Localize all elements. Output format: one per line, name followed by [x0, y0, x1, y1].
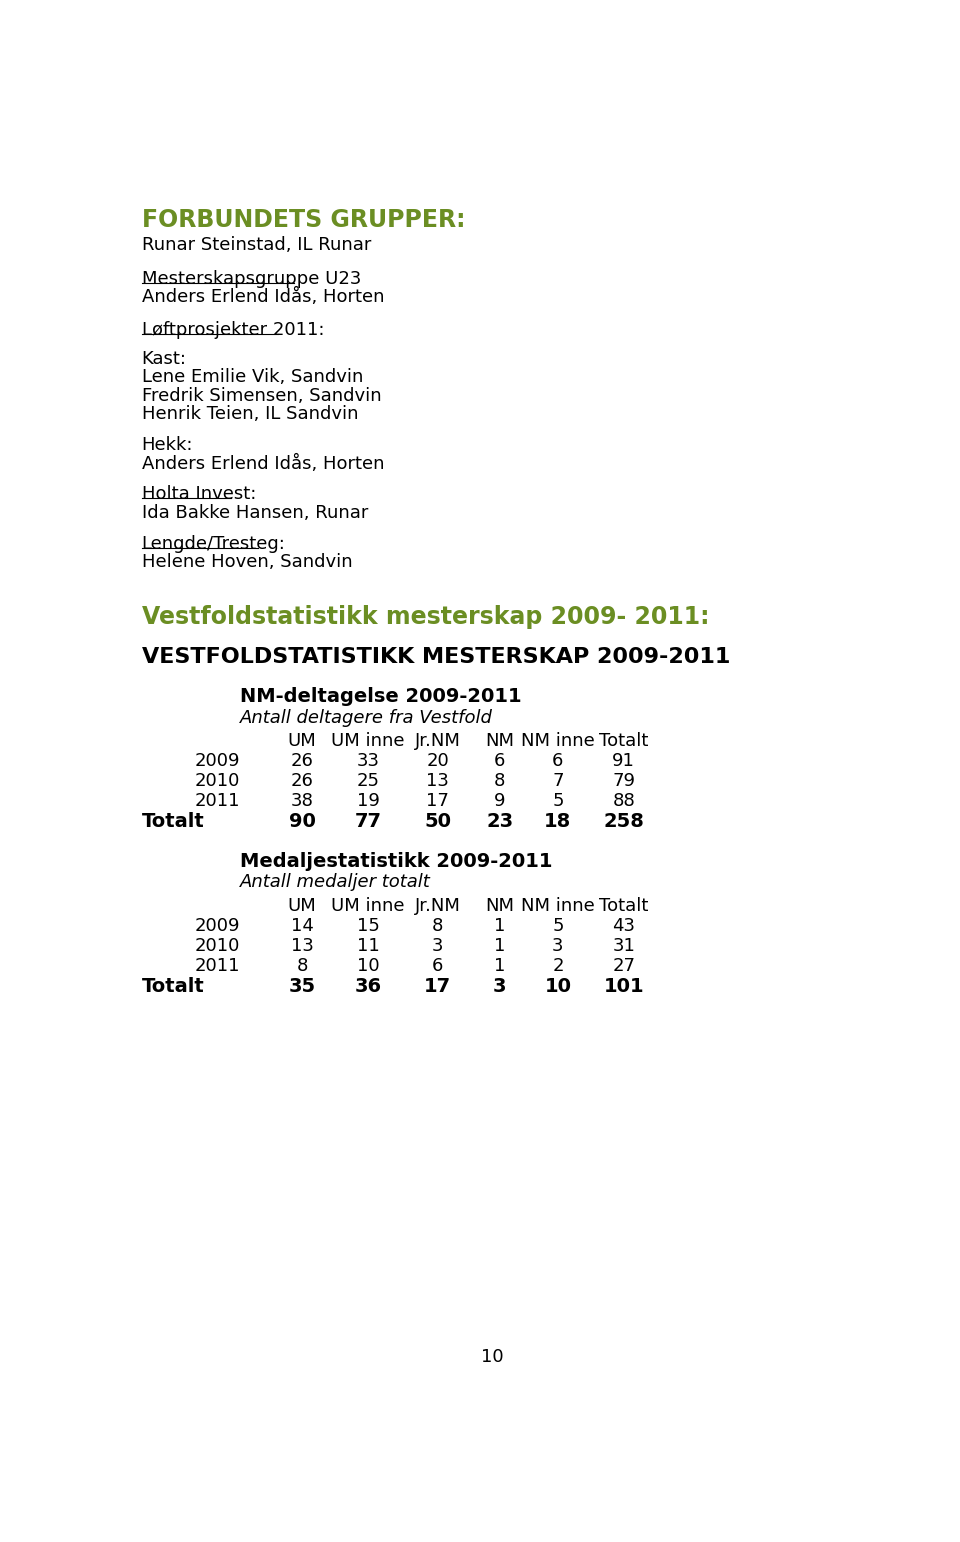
Text: 2010: 2010 [195, 773, 240, 790]
Text: NM-deltagelse 2009-2011: NM-deltagelse 2009-2011 [240, 688, 521, 706]
Text: 10: 10 [544, 976, 571, 996]
Text: 5: 5 [552, 791, 564, 810]
Text: FORBUNDETS GRUPPER:: FORBUNDETS GRUPPER: [142, 208, 466, 233]
Text: 8: 8 [494, 773, 505, 790]
Text: Jr.NM: Jr.NM [415, 896, 461, 914]
Text: 13: 13 [291, 936, 314, 954]
Text: 14: 14 [291, 916, 314, 934]
Text: UM inne: UM inne [331, 896, 405, 914]
Text: VESTFOLDSTATISTIKK MESTERSKAP 2009-2011: VESTFOLDSTATISTIKK MESTERSKAP 2009-2011 [142, 648, 730, 668]
Text: NM inne: NM inne [521, 732, 595, 749]
Text: Holta Invest:: Holta Invest: [142, 486, 256, 503]
Text: 88: 88 [612, 791, 636, 810]
Text: 31: 31 [612, 936, 636, 954]
Text: 20: 20 [426, 752, 449, 769]
Text: Lengde/Tresteg:: Lengde/Tresteg: [142, 535, 285, 552]
Text: 90: 90 [289, 811, 316, 831]
Text: 15: 15 [356, 916, 379, 934]
Text: 91: 91 [612, 752, 636, 769]
Text: 26: 26 [291, 773, 314, 790]
Text: NM inne: NM inne [521, 896, 595, 914]
Text: 8: 8 [297, 956, 308, 975]
Text: 3: 3 [552, 936, 564, 954]
Text: Antall medaljer totalt: Antall medaljer totalt [240, 873, 431, 891]
Text: 43: 43 [612, 916, 636, 934]
Text: 3: 3 [493, 976, 507, 996]
Text: UM: UM [288, 732, 317, 749]
Text: Medaljestatistikk 2009-2011: Medaljestatistikk 2009-2011 [240, 851, 553, 871]
Text: 26: 26 [291, 752, 314, 769]
Text: 33: 33 [356, 752, 379, 769]
Text: 79: 79 [612, 773, 636, 790]
Text: Fredrik Simensen, Sandvin: Fredrik Simensen, Sandvin [142, 387, 381, 406]
Text: 258: 258 [603, 811, 644, 831]
Text: 2011: 2011 [195, 791, 240, 810]
Text: Totalt: Totalt [142, 811, 204, 831]
Text: 27: 27 [612, 956, 636, 975]
Text: 2009: 2009 [195, 916, 240, 934]
Text: Totalt: Totalt [599, 732, 648, 749]
Text: Løftprosjekter 2011:: Løftprosjekter 2011: [142, 321, 324, 339]
Text: Runar Steinstad, IL Runar: Runar Steinstad, IL Runar [142, 236, 372, 254]
Text: 2009: 2009 [195, 752, 240, 769]
Text: 19: 19 [356, 791, 379, 810]
Text: UM inne: UM inne [331, 732, 405, 749]
Text: 11: 11 [356, 936, 379, 954]
Text: Totalt: Totalt [142, 976, 204, 996]
Text: 35: 35 [289, 976, 316, 996]
Text: 6: 6 [552, 752, 564, 769]
Text: 2: 2 [552, 956, 564, 975]
Text: UM: UM [288, 896, 317, 914]
Text: Kast:: Kast: [142, 350, 186, 369]
Text: Totalt: Totalt [599, 896, 648, 914]
Text: 50: 50 [424, 811, 451, 831]
Text: Helene Hoven, Sandvin: Helene Hoven, Sandvin [142, 554, 352, 571]
Text: 1: 1 [494, 936, 505, 954]
Text: Antall deltagere fra Vestfold: Antall deltagere fra Vestfold [240, 709, 493, 726]
Text: 101: 101 [604, 976, 644, 996]
Text: Anders Erlend Idås, Horten: Anders Erlend Idås, Horten [142, 288, 384, 307]
Text: 17: 17 [424, 976, 451, 996]
Text: 25: 25 [356, 773, 379, 790]
Text: 10: 10 [481, 1348, 503, 1366]
Text: 38: 38 [291, 791, 314, 810]
Text: 1: 1 [494, 916, 505, 934]
Text: Hekk:: Hekk: [142, 436, 193, 453]
Text: NM: NM [485, 732, 515, 749]
Text: 36: 36 [354, 976, 381, 996]
Text: 6: 6 [432, 956, 444, 975]
Text: 23: 23 [486, 811, 514, 831]
Text: 8: 8 [432, 916, 444, 934]
Text: 77: 77 [354, 811, 381, 831]
Text: 2010: 2010 [195, 936, 240, 954]
Text: 2011: 2011 [195, 956, 240, 975]
Text: 3: 3 [432, 936, 444, 954]
Text: Lene Emilie Vik, Sandvin: Lene Emilie Vik, Sandvin [142, 369, 363, 387]
Text: Vestfoldstatistikk mesterskap 2009- 2011:: Vestfoldstatistikk mesterskap 2009- 2011… [142, 606, 709, 629]
Text: NM: NM [485, 896, 515, 914]
Text: 9: 9 [494, 791, 506, 810]
Text: 7: 7 [552, 773, 564, 790]
Text: Anders Erlend Idås, Horten: Anders Erlend Idås, Horten [142, 455, 384, 472]
Text: 6: 6 [494, 752, 505, 769]
Text: 13: 13 [426, 773, 449, 790]
Text: 18: 18 [544, 811, 571, 831]
Text: Henrik Teien, IL Sandvin: Henrik Teien, IL Sandvin [142, 406, 358, 423]
Text: 10: 10 [357, 956, 379, 975]
Text: Jr.NM: Jr.NM [415, 732, 461, 749]
Text: Ida Bakke Hansen, Runar: Ida Bakke Hansen, Runar [142, 504, 368, 521]
Text: Mesterskapsgruppe U23: Mesterskapsgruppe U23 [142, 270, 361, 288]
Text: 5: 5 [552, 916, 564, 934]
Text: 1: 1 [494, 956, 505, 975]
Text: 17: 17 [426, 791, 449, 810]
